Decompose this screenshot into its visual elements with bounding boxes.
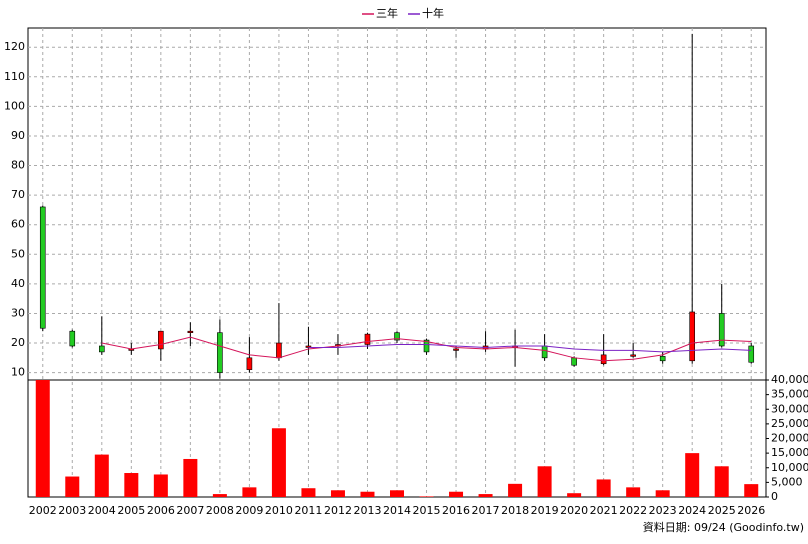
- y-tick-label: 60: [11, 218, 25, 231]
- y-tick-label: 10: [11, 366, 25, 379]
- x-tick-label: 2022: [619, 504, 647, 517]
- volume-bar: [65, 476, 80, 497]
- x-tick-label: 2005: [117, 504, 145, 517]
- volume-bar: [330, 490, 345, 497]
- candle-body: [423, 339, 430, 353]
- volume-bar: [419, 496, 434, 497]
- y-tick-label: 40: [11, 277, 25, 290]
- candle-body: [99, 345, 105, 353]
- y-tick-label: 100: [4, 99, 25, 112]
- x-tick-label: 2009: [235, 504, 263, 517]
- x-tick-label: 2007: [176, 504, 204, 517]
- candle-body: [718, 313, 725, 347]
- y2-tick-label: 30,000: [771, 402, 808, 415]
- volume-bar: [655, 490, 670, 497]
- y2-tick-label: 5,000: [771, 475, 803, 488]
- x-tick-label: 2026: [737, 504, 765, 517]
- candle-body: [246, 357, 253, 370]
- candle-body: [453, 348, 459, 351]
- volume-bar: [242, 487, 257, 497]
- x-tick-label: 2023: [649, 504, 677, 517]
- volume-bar: [744, 484, 759, 497]
- candle-body: [187, 330, 194, 333]
- candle-body: [364, 333, 371, 345]
- candle-body: [659, 356, 666, 362]
- legend-label: 十年: [422, 6, 444, 20]
- x-tick-label: 2018: [501, 504, 529, 517]
- volume-bar: [626, 487, 641, 497]
- volume-bar: [685, 453, 700, 497]
- y-tick-label: 110: [4, 70, 25, 83]
- x-tick-label: 2015: [413, 504, 441, 517]
- y-tick-label: 70: [11, 188, 25, 201]
- y2-tick-label: 15,000: [771, 446, 808, 459]
- legend-label: 三年: [376, 6, 398, 20]
- ma-line: [101, 336, 752, 362]
- y-tick-label: 50: [11, 247, 25, 260]
- candle-body: [689, 311, 696, 362]
- y2-tick-label: 10,000: [771, 461, 808, 474]
- y-tick-label: 80: [11, 159, 25, 172]
- x-tick-label: 2006: [147, 504, 175, 517]
- x-tick-label: 2014: [383, 504, 411, 517]
- candle-body: [630, 354, 636, 357]
- y2-tick-label: 20,000: [771, 432, 808, 445]
- x-tick-label: 2008: [206, 504, 234, 517]
- x-tick-label: 2019: [531, 504, 559, 517]
- volume-bar: [271, 428, 286, 497]
- x-tick-label: 2003: [58, 504, 86, 517]
- candle-body: [158, 330, 164, 350]
- volume-bar: [360, 491, 375, 497]
- candle-body: [571, 357, 577, 366]
- x-tick-label: 2013: [353, 504, 381, 517]
- x-tick-label: 2004: [88, 504, 116, 517]
- volume-bar: [124, 473, 139, 497]
- x-tick-label: 2012: [324, 504, 352, 517]
- candle-body: [394, 332, 400, 341]
- x-tick-label: 2024: [678, 504, 706, 517]
- volume-bar: [508, 483, 523, 497]
- y-tick-label: 90: [11, 129, 25, 142]
- candle-body: [541, 345, 548, 359]
- y2-tick-label: 0: [771, 490, 778, 503]
- volume-bar: [449, 491, 464, 497]
- y-tick-label: 30: [11, 306, 25, 319]
- footnote: 資料日期: 09/24 (Goodinfo.tw): [643, 520, 804, 534]
- y2-tick-label: 40,000: [771, 373, 808, 386]
- x-tick-label: 2025: [708, 504, 736, 517]
- volume-bar: [153, 474, 168, 497]
- volume-bar: [35, 380, 50, 497]
- volume-bar: [714, 466, 729, 497]
- candle-body: [217, 332, 223, 373]
- candle-body: [39, 206, 46, 329]
- volume-bar: [567, 493, 582, 497]
- x-tick-label: 2011: [294, 504, 322, 517]
- y2-tick-label: 25,000: [771, 417, 808, 430]
- x-tick-label: 2017: [472, 504, 500, 517]
- volume-bar: [183, 458, 198, 497]
- volume-bar: [301, 488, 316, 497]
- x-tick-label: 2010: [265, 504, 293, 517]
- volume-bar: [478, 494, 493, 497]
- volume-bar: [596, 479, 611, 497]
- y-tick-label: 20: [11, 336, 25, 349]
- ma-line: [308, 344, 752, 353]
- x-tick-label: 2020: [560, 504, 588, 517]
- x-tick-label: 2016: [442, 504, 470, 517]
- y2-tick-label: 35,000: [771, 388, 808, 401]
- volume-bar: [212, 494, 227, 497]
- volume-bar: [94, 454, 109, 497]
- y-tick-label: 120: [4, 40, 25, 53]
- x-tick-label: 2021: [590, 504, 618, 517]
- candle-body: [69, 330, 76, 347]
- candle-body: [600, 354, 607, 365]
- volume-bar: [390, 490, 404, 497]
- candle-body: [276, 342, 282, 359]
- x-tick-label: 2002: [29, 504, 57, 517]
- volume-bar: [537, 466, 552, 497]
- candle-body: [748, 345, 755, 363]
